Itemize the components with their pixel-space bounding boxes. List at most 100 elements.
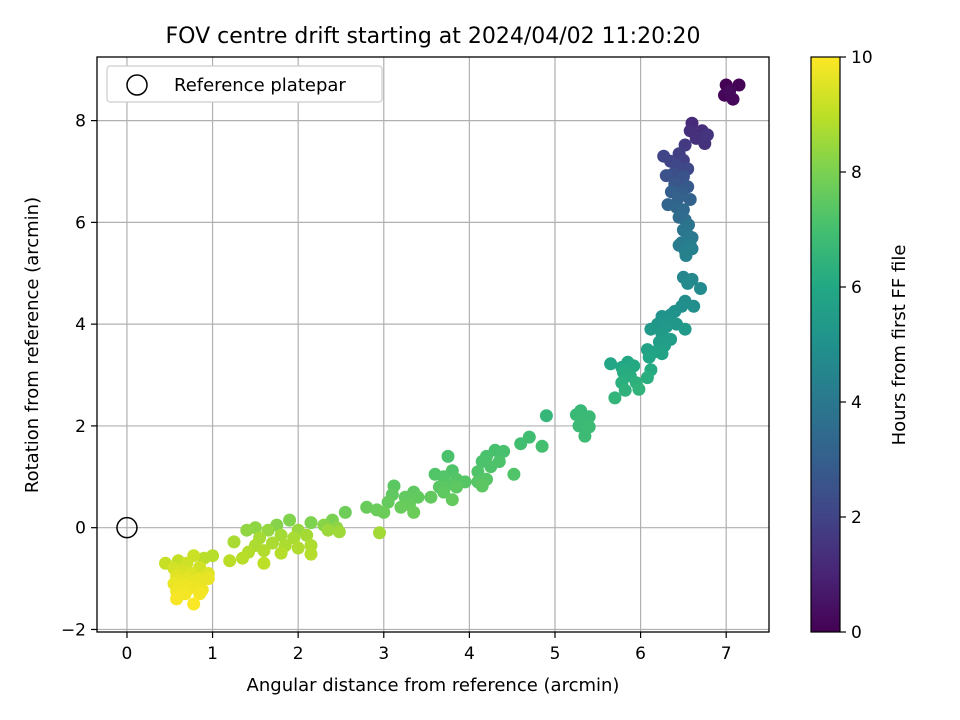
data-point [437,485,451,499]
data-point [377,505,391,519]
data-point [642,350,656,364]
data-point [274,528,288,542]
y-axis-label: Rotation from reference (arcmin) [22,197,43,493]
data-point [687,299,701,313]
data-point [655,347,669,361]
data-point [338,505,352,519]
colorbar-label: Hours from first FF file [889,245,910,446]
data-point [618,383,632,397]
colorbar-ticks: 0 2 4 6 8 10 [840,48,873,643]
y-tick-label: 0 [75,519,86,539]
data-point [287,531,301,545]
data-point [411,490,425,504]
y-tick-label: 8 [75,112,86,132]
colorbar-tick-label: 4 [851,393,862,413]
data-point [572,419,586,433]
data-point [441,449,455,463]
data-point [394,500,408,514]
data-point [257,544,271,558]
data-point [659,169,673,183]
x-tick-label: 3 [378,644,389,664]
data-point [627,359,641,373]
data-point [266,536,279,550]
data-point [187,597,201,611]
x-tick-label: 5 [550,644,561,664]
data-point [291,541,305,555]
data-point [381,495,395,509]
data-point [445,493,459,507]
data-point [304,516,318,530]
data-point [632,382,646,396]
data-point [332,525,346,539]
data-point [424,490,438,504]
chart-title: FOV centre drift starting at 2024/04/02 … [166,24,701,49]
reference-platepar-point [116,516,138,539]
data-point [683,193,697,206]
data-point [539,409,553,423]
data-point [732,78,746,92]
x-ticks: 0 1 2 3 4 5 6 7 [122,632,732,664]
colorbar-tick-label: 8 [851,163,862,183]
data-point [304,547,318,561]
data-point [497,444,511,458]
data-point [236,551,249,565]
data-point [578,429,592,443]
data-point [475,479,489,493]
data-point [678,322,692,336]
data-point [373,526,386,540]
y-tick-label: 6 [75,213,86,233]
reference-marker [116,516,138,539]
y-tick-label: 2 [75,417,86,437]
x-tick-label: 4 [464,644,475,664]
data-point [223,554,237,568]
data-point [535,439,549,453]
data-point [274,546,288,560]
data-point [227,535,241,549]
x-tick-label: 1 [207,644,218,664]
y-tick-label: −2 [61,620,86,640]
data-point [283,513,297,527]
data-point [507,467,521,481]
data-point [681,276,695,290]
data-point [240,523,254,537]
data-point [700,128,714,142]
data-point [471,465,485,479]
data-point [193,587,207,601]
x-axis-label: Angular distance from reference (arcmin) [247,675,620,696]
data-point [300,528,314,542]
data-points [159,78,746,611]
data-point [608,391,622,405]
data-point [723,84,737,98]
data-point [170,592,184,606]
legend-label: Reference platepar [174,75,346,96]
data-point [450,480,463,494]
data-point [604,357,618,371]
data-point [694,282,707,295]
grid [97,57,769,632]
colorbar-tick-label: 10 [851,48,873,68]
colorbar-tick-label: 6 [851,278,862,298]
data-point [514,437,528,451]
legend: Reference platepar [106,65,383,103]
data-point [257,556,271,570]
colorbar-tick-label: 2 [851,508,862,528]
y-ticks: −2 0 2 4 6 8 [61,112,97,640]
data-point [201,572,215,586]
colorbar-tick-label: 0 [851,623,862,643]
data-point [644,322,658,336]
data-point [321,523,335,537]
data-point [261,523,275,537]
data-point [407,505,421,519]
data-point [360,500,374,514]
data-point [679,249,693,262]
data-point [640,371,654,385]
x-tick-label: 0 [122,644,133,664]
x-tick-label: 6 [635,644,646,664]
x-tick-label: 2 [293,644,304,664]
x-tick-label: 7 [721,644,732,664]
plot-frame [96,56,770,633]
legend-box [106,65,383,103]
data-point [657,149,671,163]
data-point [484,460,498,474]
